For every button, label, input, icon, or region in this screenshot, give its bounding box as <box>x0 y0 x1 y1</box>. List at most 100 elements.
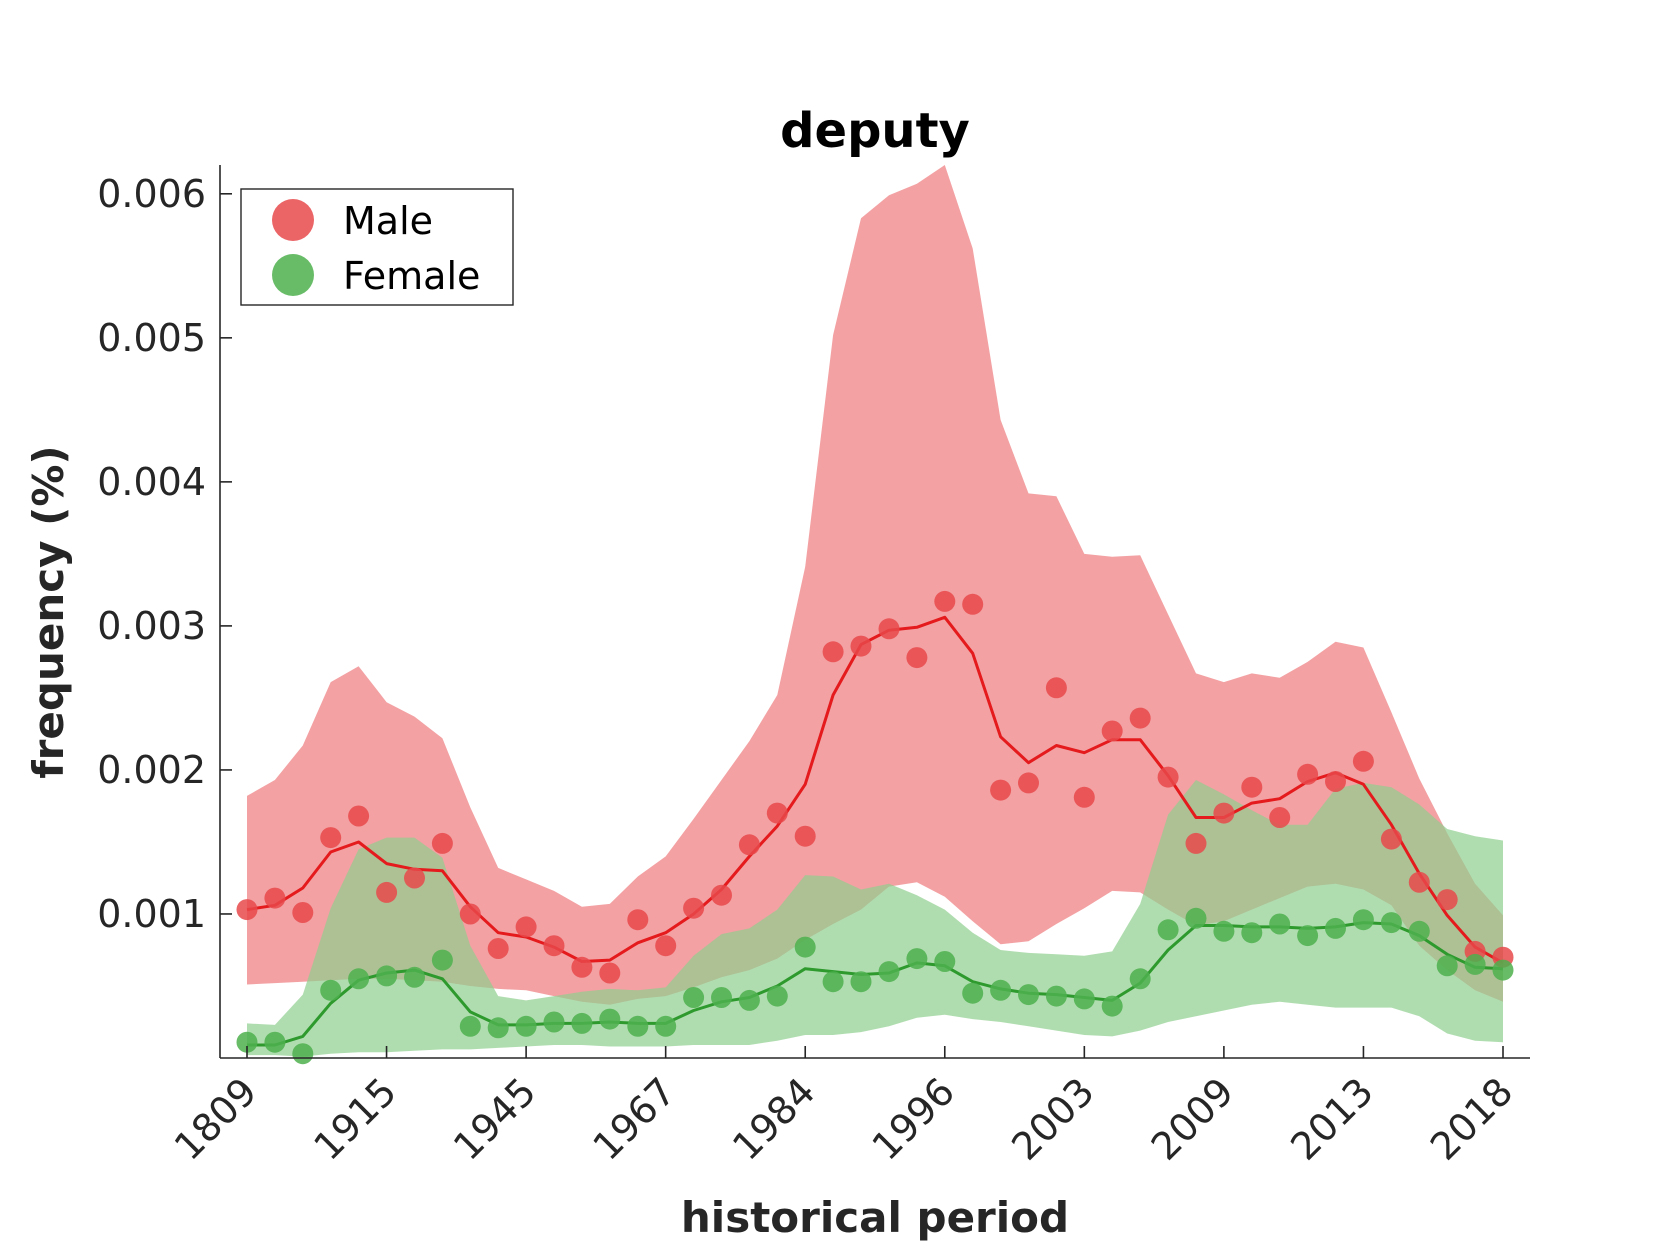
x-tick-label: 1967 <box>585 1069 685 1169</box>
y-tick-label: 0.003 <box>97 604 206 648</box>
point-female <box>1492 959 1514 981</box>
point-male <box>431 832 453 854</box>
point-male <box>1157 766 1179 788</box>
point-female <box>711 987 732 1008</box>
point-male <box>1073 786 1095 808</box>
y-tick-label: 0.001 <box>97 892 206 936</box>
y-tick-label: 0.006 <box>97 172 206 216</box>
point-male <box>1352 750 1374 772</box>
point-male <box>1101 720 1123 742</box>
x-axis: 1809 1915 1945 1967 1984 1996 2003 2009 2013 2018 <box>166 1046 1530 1169</box>
chart-title: deputy <box>780 103 970 159</box>
point-female <box>1297 925 1319 947</box>
point-male <box>1408 871 1430 893</box>
point-female <box>1464 953 1486 975</box>
point-male <box>627 909 649 931</box>
point-male <box>766 802 788 824</box>
plot-area <box>236 165 1514 1065</box>
point-male <box>292 902 314 923</box>
point-female <box>990 979 1012 1001</box>
point-female <box>404 966 425 988</box>
point-male <box>515 916 537 938</box>
x-tick-label: 1984 <box>724 1069 824 1169</box>
line-female <box>247 921 1504 1047</box>
x-tick-label: 1945 <box>445 1069 545 1169</box>
line-male <box>246 615 1504 965</box>
point-male <box>236 899 258 921</box>
y-axis-label: frequency (%) <box>24 445 73 778</box>
point-male <box>934 590 956 612</box>
point-male <box>1380 828 1402 850</box>
point-female <box>515 1015 537 1037</box>
trend-lines <box>246 615 1504 1047</box>
point-female <box>487 1017 509 1039</box>
point-male <box>264 887 286 909</box>
point-female <box>766 985 788 1007</box>
point-female <box>1045 985 1067 1007</box>
x-tick-label: 1809 <box>166 1069 266 1169</box>
point-female <box>1380 912 1402 934</box>
x-tick-label: 1915 <box>305 1069 405 1169</box>
point-male <box>1018 772 1039 794</box>
point-female <box>236 1031 258 1053</box>
point-female <box>962 982 984 1004</box>
point-male <box>376 881 398 903</box>
point-female <box>1157 919 1179 941</box>
x-tick-label: 1996 <box>864 1069 964 1169</box>
point-female <box>906 948 928 970</box>
point-male <box>348 805 370 827</box>
legend-label-male: Male <box>343 199 433 243</box>
point-female <box>1185 907 1207 929</box>
point-female <box>850 971 872 993</box>
y-axis: 0.001 0.002 0.003 0.004 0.005 0.006 <box>97 165 232 1058</box>
point-female <box>348 968 370 990</box>
point-female <box>822 971 844 993</box>
point-male <box>1129 707 1151 729</box>
point-male <box>571 956 593 978</box>
legend-marker-male <box>272 199 314 241</box>
data-points <box>236 590 1514 1065</box>
point-female <box>1269 913 1291 935</box>
legend-marker-female <box>272 254 314 296</box>
point-female <box>1018 984 1039 1006</box>
point-male <box>1185 832 1207 854</box>
point-female <box>794 936 816 958</box>
point-female <box>1436 955 1458 977</box>
point-female <box>571 1012 593 1034</box>
point-male <box>683 897 705 919</box>
y-tick-label: 0.002 <box>97 748 206 792</box>
point-female <box>627 1015 649 1037</box>
x-tick-label: 2018 <box>1422 1069 1522 1169</box>
x-axis-label: historical period <box>681 1193 1069 1242</box>
point-male <box>878 618 900 640</box>
point-female <box>1101 995 1123 1017</box>
x-tick-label: 2013 <box>1282 1069 1382 1169</box>
point-male <box>404 867 425 889</box>
point-male <box>1269 807 1291 828</box>
point-male <box>599 962 621 984</box>
x-tick-label: 2003 <box>1003 1069 1103 1169</box>
legend: Male Female <box>240 188 514 306</box>
point-male <box>711 884 732 906</box>
point-male <box>906 647 928 669</box>
point-female <box>1073 988 1095 1010</box>
point-male <box>655 935 677 957</box>
point-female <box>1129 968 1151 990</box>
point-male <box>1045 677 1067 699</box>
point-female <box>655 1015 677 1037</box>
point-male <box>543 935 565 957</box>
y-ticks: 0.001 0.002 0.003 0.004 0.005 0.006 <box>97 172 232 936</box>
point-female <box>934 951 956 972</box>
point-female <box>1213 920 1235 942</box>
point-female <box>320 979 342 1001</box>
point-female <box>1325 917 1346 939</box>
point-female <box>599 1008 621 1030</box>
point-female <box>1408 920 1430 942</box>
point-male <box>990 779 1012 801</box>
point-male <box>1325 771 1346 792</box>
legend-label-female: Female <box>343 254 480 298</box>
point-male <box>962 593 984 615</box>
point-female <box>376 965 398 987</box>
point-male <box>487 938 509 959</box>
